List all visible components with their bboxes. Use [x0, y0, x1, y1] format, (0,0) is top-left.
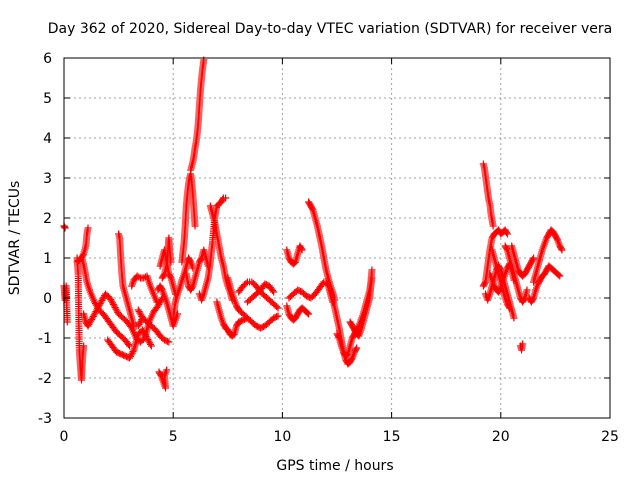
- axis-ticks: [63, 57, 611, 419]
- data-point: [166, 273, 174, 281]
- data-point: [135, 273, 143, 281]
- data-point: [186, 257, 194, 265]
- data-point: [481, 279, 489, 287]
- y-tick-label: 5: [43, 91, 52, 107]
- data-point: [273, 303, 281, 311]
- data-point: [343, 351, 351, 359]
- data-point: [506, 304, 514, 312]
- data-point: [242, 279, 250, 287]
- data-point: [298, 246, 306, 254]
- data-points: [60, 56, 566, 392]
- y-tick-label: 3: [43, 171, 52, 187]
- y-tick-label: -1: [38, 331, 52, 347]
- x-tick-label: 10: [273, 429, 291, 445]
- data-point: [304, 309, 312, 317]
- data-point: [489, 222, 497, 230]
- data-point: [348, 355, 356, 363]
- data-point: [297, 245, 305, 253]
- data-point: [129, 348, 137, 356]
- data-point: [290, 259, 298, 267]
- data-point: [165, 338, 173, 346]
- data-point: [163, 366, 171, 374]
- y-tick-label: 2: [43, 211, 52, 227]
- y-tick-label: 1: [43, 251, 52, 267]
- data-point: [124, 341, 132, 348]
- data-point: [191, 222, 199, 230]
- data-point: [503, 230, 511, 238]
- data-point: [530, 254, 538, 262]
- y-tick-label: 0: [43, 291, 52, 307]
- data-point: [163, 337, 171, 345]
- data-point: [503, 245, 511, 253]
- data-point: [352, 345, 360, 353]
- data-point: [553, 235, 561, 243]
- tick-labels: 0 5 10 15 20 25 -3 -2 -1 0 1 2 3 4 5 6: [38, 51, 619, 445]
- data-point: [555, 271, 563, 279]
- x-tick-label: 0: [60, 429, 69, 445]
- y-axis-label: SDTVAR / TECUs: [7, 181, 23, 296]
- data-point: [510, 314, 518, 322]
- y-tick-label: 4: [43, 131, 52, 147]
- data-point: [368, 266, 376, 274]
- plot-frame: [63, 57, 611, 419]
- data-point: [556, 272, 564, 280]
- data-point: [505, 303, 513, 311]
- data-point: [63, 318, 71, 326]
- data-point: [158, 285, 166, 293]
- data-point: [147, 342, 155, 350]
- data-point: [503, 229, 511, 237]
- data-point: [84, 224, 92, 232]
- data-point: [146, 340, 154, 348]
- data-point: [305, 310, 313, 318]
- data-point: [558, 246, 566, 254]
- data-point: [160, 271, 168, 279]
- data-point: [61, 224, 69, 232]
- data-point: [80, 342, 88, 350]
- x-tick-label: 20: [492, 429, 510, 445]
- x-tick-label: 15: [383, 429, 401, 445]
- data-point: [334, 333, 342, 341]
- data-point: [153, 298, 161, 306]
- y-tick-label: -2: [38, 371, 52, 387]
- chart-title: Day 362 of 2020, Sidereal Day-to-day VTE…: [48, 21, 612, 37]
- data-point: [197, 255, 205, 263]
- data-point: [529, 255, 537, 263]
- data-point: [529, 295, 537, 303]
- chart-grid: [64, 58, 610, 418]
- data-point: [156, 371, 164, 379]
- data-point: [270, 288, 278, 296]
- data-point: [167, 258, 175, 266]
- data-point: [229, 331, 237, 339]
- data-point: [519, 340, 527, 348]
- data-point: [353, 344, 361, 352]
- data-point: [557, 245, 565, 253]
- x-axis-label: GPS time / hours: [276, 458, 393, 474]
- data-point: [222, 194, 230, 202]
- x-tick-label: 5: [169, 429, 178, 445]
- data-point: [523, 286, 531, 294]
- data-point: [274, 312, 282, 320]
- y-tick-label: -3: [38, 411, 52, 427]
- data-point: [368, 274, 376, 282]
- data-point: [274, 304, 282, 312]
- data-point: [188, 283, 196, 291]
- y-tick-label: 6: [43, 51, 52, 67]
- data-point: [269, 287, 277, 294]
- data-point: [273, 313, 281, 321]
- data-point: [308, 205, 316, 213]
- x-tick-label: 25: [601, 429, 619, 445]
